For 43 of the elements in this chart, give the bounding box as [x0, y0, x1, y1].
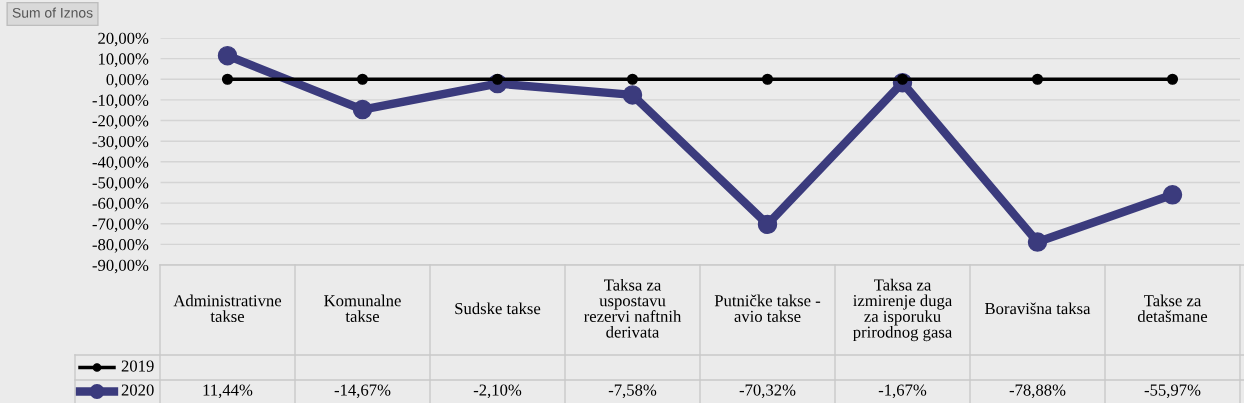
legend-label: 2019	[121, 360, 154, 372]
data-label: -1,67%	[878, 384, 927, 399]
point	[757, 214, 778, 235]
point	[622, 85, 643, 105]
point	[352, 99, 373, 120]
data-label: 11,44%	[203, 384, 253, 399]
text: Sum of Iznos	[12, 7, 93, 18]
point	[221, 73, 234, 85]
y-tick-label: -70,00%	[92, 218, 149, 233]
data-label: -78,88%	[1009, 384, 1066, 399]
point	[356, 73, 369, 85]
data-label: -7,58%	[608, 384, 657, 399]
data-label: -55,97%	[1144, 384, 1201, 399]
point	[761, 73, 774, 85]
point	[1031, 73, 1044, 85]
point	[217, 45, 238, 66]
y-tick-label: -60,00%	[92, 197, 149, 212]
y-tick-label: -80,00%	[92, 239, 149, 253]
x-tick-label: Sudske takse	[455, 302, 541, 315]
y-tick-label: -40,00%	[92, 156, 149, 171]
y-tick-label: -50,00%	[92, 177, 149, 191]
x-tick-label: Komunalne takse	[324, 294, 401, 323]
x-tick-label: Putničke takse - avio takse	[714, 294, 821, 323]
y-tick-label: 10,00%	[98, 53, 149, 67]
y-tick-label: -20,00%	[92, 115, 149, 129]
x-tick-label: Taksa za izmirenje duga za isporuku prirodnog gasa	[853, 278, 953, 342]
point	[1027, 232, 1048, 252]
data-label: -2,10%	[473, 384, 522, 399]
point	[1166, 73, 1179, 85]
x-tick-label: Boravišna taksa	[984, 302, 1091, 315]
y-tick-label: -30,00%	[92, 135, 149, 150]
legend-label: 2020	[121, 384, 154, 396]
y-tick-label: 20,00%	[98, 32, 149, 47]
data-label: -70,32%	[739, 384, 796, 399]
y-tick-label: -90,00%	[92, 259, 149, 274]
x-tick-label: Administrativne takse	[173, 294, 282, 323]
point	[1162, 185, 1183, 205]
x-tick-label: Takse za detašmane	[1137, 294, 1208, 323]
x-tick-label: Taksa za uspostavu rezervi naftnih derivata	[584, 278, 682, 338]
y-tick-label: -10,00%	[92, 94, 149, 109]
data-label: -14,67%	[334, 384, 391, 399]
y-tick-label: 0,00%	[106, 73, 149, 88]
point	[626, 73, 639, 85]
